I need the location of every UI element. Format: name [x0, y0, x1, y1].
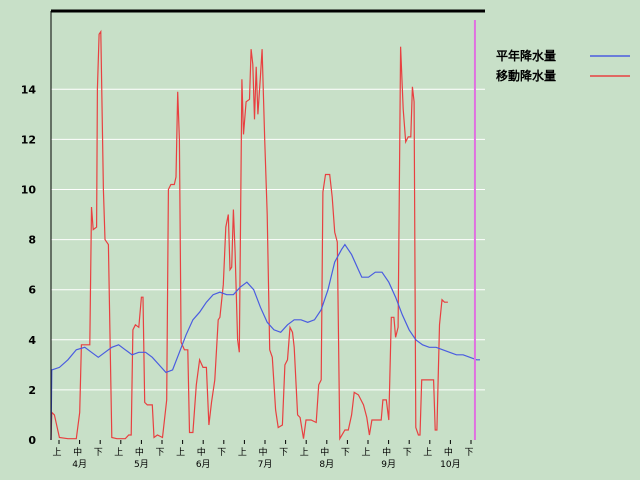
x-tick-label-period-2: 下	[94, 448, 103, 458]
x-tick-label-period-19: 中	[444, 446, 453, 458]
y-tick-label-6: 6	[28, 284, 36, 297]
x-tick-label-period-4: 中	[135, 446, 144, 458]
series-layer	[50, 20, 480, 441]
y-tick-label-14: 14	[21, 83, 37, 96]
legend-label-normal: 平年降水量	[496, 48, 556, 63]
y-axis-ticks: 0 2 4 6 8 10 12 14	[21, 83, 37, 447]
y-tick-label-10: 10	[21, 184, 37, 197]
y-tick-label-4: 4	[28, 334, 36, 347]
x-tick-label-month-3: 7月	[258, 459, 273, 470]
legend-label-moving: 移動降水量	[496, 68, 556, 83]
x-tick-label-period-1: 中	[73, 446, 82, 458]
x-tick-label-period-12: 上	[300, 447, 309, 458]
series-line-normal	[50, 243, 480, 441]
x-tick-label-period-5: 下	[155, 448, 164, 458]
x-tick-label-period-9: 上	[238, 447, 247, 458]
series-line-moving	[50, 29, 448, 441]
x-tick-label-period-7: 中	[197, 446, 206, 458]
x-tick-label-period-18: 上	[423, 447, 432, 458]
x-tick-label-period-14: 下	[341, 448, 350, 458]
x-tick-label-month-2: 6月	[196, 459, 211, 470]
x-tick-label-period-11: 下	[279, 448, 288, 458]
y-tick-label-8: 8	[28, 234, 36, 247]
x-tick-label-period-8: 下	[217, 448, 226, 458]
x-tick-label-month-5: 9月	[381, 459, 396, 470]
x-tick-label-period-20: 下	[464, 448, 473, 458]
y-tick-label-0: 0	[28, 434, 36, 447]
x-tick-label-period-3: 上	[114, 447, 123, 458]
x-tick-label-period-17: 下	[403, 448, 412, 458]
x-tick-label-month-6: 10月	[440, 459, 460, 470]
x-tick-label-period-0: 上	[52, 447, 61, 458]
x-tick-label-period-10: 中	[258, 446, 267, 458]
x-tick-label-period-6: 上	[176, 447, 185, 458]
x-axis-ticks: 上中下4月上中下5月上中下6月上中下7月上中下8月上中下9月上中下10月	[52, 440, 474, 470]
x-tick-label-month-0: 4月	[72, 459, 87, 470]
y-tick-label-12: 12	[21, 133, 36, 146]
x-tick-label-period-15: 上	[361, 447, 370, 458]
x-tick-label-month-4: 8月	[319, 459, 334, 470]
y-tick-label-2: 2	[28, 384, 36, 397]
x-tick-label-month-1: 5月	[134, 459, 149, 470]
legend: 平年降水量 移動降水量	[496, 48, 630, 83]
x-tick-label-period-16: 中	[382, 446, 391, 458]
x-tick-label-period-13: 中	[320, 446, 329, 458]
